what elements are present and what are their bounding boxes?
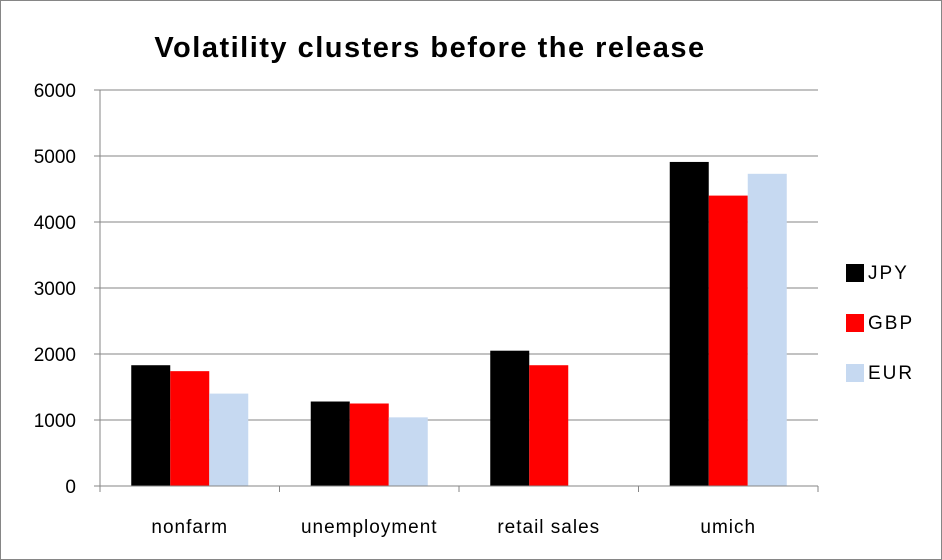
bar-jpy-retail-sales [490, 350, 530, 486]
bar-gbp-umich [708, 195, 748, 486]
chart-title: Volatility clusters before the release [154, 32, 705, 64]
y-tick-label: 6000 [34, 81, 76, 102]
x-category-label: nonfarm [151, 517, 228, 538]
y-axis: 0 1000 2000 3000 4000 5000 6000 [34, 81, 101, 498]
y-tick-label: 2000 [34, 345, 76, 366]
x-category-label: umich [700, 517, 756, 538]
bars [131, 161, 787, 486]
legend-swatch-eur [846, 364, 864, 382]
x-axis: nonfarm unemployment retail sales umich [99, 485, 819, 538]
bar-jpy-unemployment [310, 401, 350, 486]
y-tick-label: 1000 [34, 411, 76, 432]
legend-swatch-jpy [846, 264, 864, 282]
bar-eur-nonfarm [209, 393, 249, 486]
bar-gbp-retail-sales [529, 365, 569, 486]
legend-label-jpy: JPY [868, 263, 909, 284]
bar-eur-unemployment [388, 417, 428, 486]
x-category-label: retail sales [497, 517, 600, 538]
legend-swatch-gbp [846, 314, 864, 332]
y-tick-label: 5000 [34, 147, 76, 168]
legend: JPY GBP EUR [846, 263, 914, 384]
bar-gbp-nonfarm [170, 371, 210, 486]
legend-label-eur: EUR [868, 363, 914, 384]
bar-gbp-unemployment [349, 403, 389, 486]
y-tick-label: 0 [65, 477, 76, 498]
y-tick-label: 4000 [34, 213, 76, 234]
bar-jpy-umich [669, 161, 709, 486]
bar-jpy-nonfarm [131, 365, 171, 486]
x-category-label: unemployment [301, 517, 438, 538]
y-tick-label: 3000 [34, 279, 76, 300]
legend-label-gbp: GBP [868, 313, 914, 334]
bar-eur-umich [747, 173, 787, 486]
